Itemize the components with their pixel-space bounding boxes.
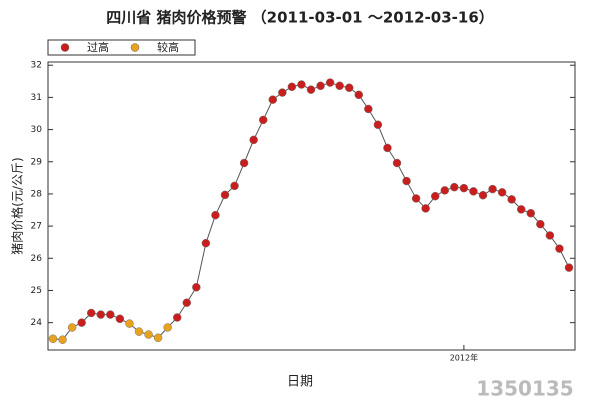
- data-point: [402, 176, 411, 186]
- data-point: [344, 83, 354, 92]
- plot-frame: [47, 61, 576, 351]
- data-point: [364, 104, 373, 114]
- data-point: [134, 327, 144, 336]
- legend-marker: [130, 43, 140, 52]
- data-point: [450, 182, 459, 192]
- data-point: [163, 323, 172, 332]
- data-point: [354, 90, 364, 100]
- data-point: [125, 319, 134, 328]
- y-tick-label: 32: [31, 61, 42, 71]
- data-point: [536, 219, 545, 229]
- y-tick-label: 26: [31, 254, 43, 264]
- data-point: [488, 184, 497, 194]
- data-point: [48, 334, 58, 343]
- data-point: [421, 204, 430, 213]
- data-point: [172, 313, 182, 322]
- data-point: [287, 82, 297, 92]
- x-axis-label: 日期: [287, 375, 313, 390]
- y-axis-label: 猪肉价格(元/公斤): [10, 157, 25, 254]
- data-point: [192, 283, 201, 292]
- y-tick-label: 30: [31, 125, 43, 135]
- data-point: [478, 190, 488, 200]
- data-point: [335, 81, 344, 91]
- data-point: [239, 158, 249, 168]
- data-point: [144, 330, 153, 339]
- data-point: [268, 95, 278, 104]
- line-segment: [195, 243, 207, 288]
- y-tick-label: 31: [31, 93, 42, 103]
- data-point: [220, 190, 230, 200]
- data-point: [201, 238, 211, 248]
- data-point: [297, 80, 306, 89]
- data-point: [516, 205, 526, 214]
- line-segment: [205, 215, 216, 244]
- legend-label: 较高: [157, 40, 179, 54]
- y-tick-label: 25: [31, 286, 42, 296]
- y-tick-label: 24: [31, 318, 43, 328]
- watermark: 1350135: [476, 377, 573, 400]
- data-point: [430, 191, 440, 201]
- data-point: [545, 231, 555, 240]
- data-point: [249, 135, 258, 145]
- x-tick-label: 2012年: [450, 353, 478, 363]
- data-point: [182, 298, 192, 307]
- data-point: [459, 183, 469, 193]
- legend-box: [47, 39, 196, 56]
- data-point: [211, 210, 220, 220]
- data-point: [86, 308, 96, 318]
- data-point: [278, 88, 287, 97]
- legend-marker: [60, 43, 70, 52]
- data-point: [373, 120, 383, 129]
- data-point: [106, 310, 115, 319]
- data-point: [96, 310, 106, 319]
- y-tick-label: 29: [31, 157, 43, 167]
- data-point: [115, 314, 125, 324]
- data-point: [383, 143, 392, 153]
- y-tick-label: 27: [31, 222, 42, 232]
- data-point: [440, 186, 450, 195]
- data-point: [230, 181, 239, 191]
- data-point: [153, 333, 163, 343]
- data-point: [306, 85, 316, 94]
- data-point: [507, 195, 516, 204]
- data-point: [258, 115, 268, 125]
- y-tick-label: 28: [31, 189, 43, 199]
- data-point: [77, 318, 86, 327]
- data-point: [325, 78, 335, 87]
- data-point: [58, 335, 67, 344]
- data-point: [67, 323, 77, 332]
- data-point: [526, 208, 536, 218]
- data-point: [392, 158, 402, 168]
- data-point: [497, 188, 507, 197]
- data-point: [564, 263, 574, 272]
- data-point: [555, 244, 564, 253]
- data-point: [316, 81, 325, 91]
- legend-label: 过高: [87, 40, 109, 54]
- data-point: [469, 187, 478, 196]
- data-point: [411, 194, 421, 203]
- chart-title: 四川省 猪肉价格预警 （2011-03-01 ～2012-03-16）: [106, 9, 494, 27]
